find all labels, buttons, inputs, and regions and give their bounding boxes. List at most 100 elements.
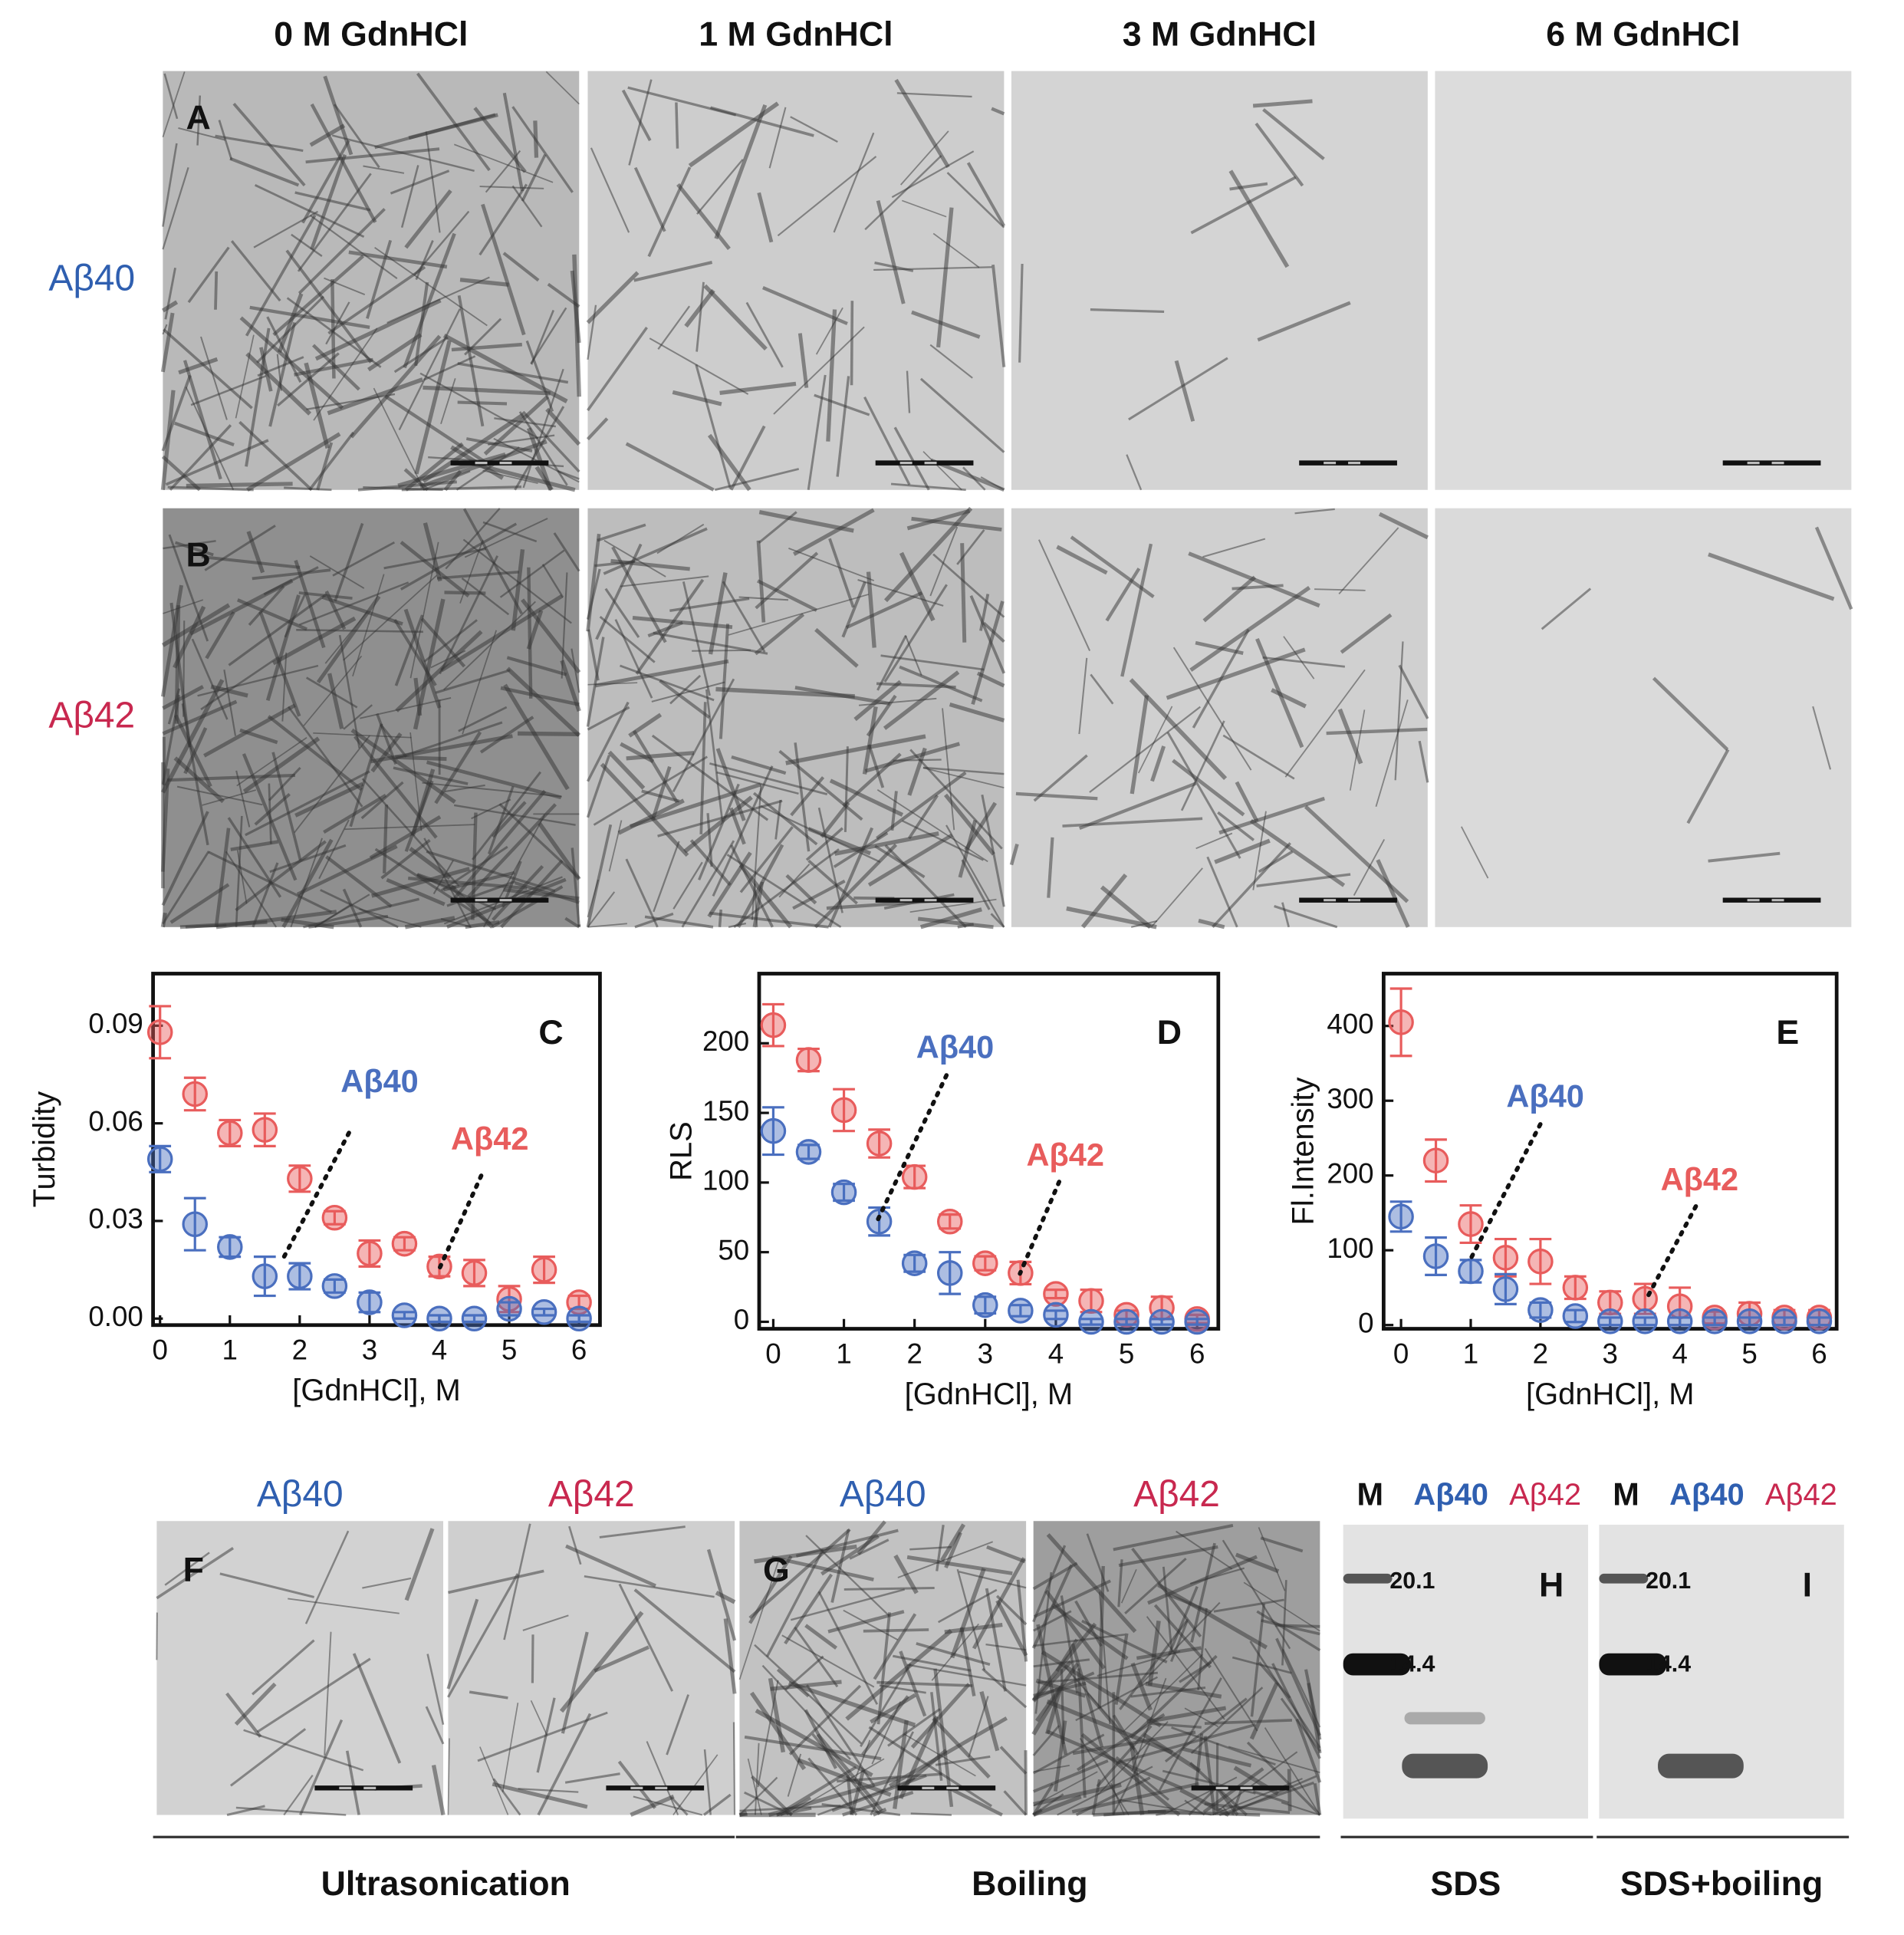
fibril [445, 508, 501, 570]
fibril [249, 305, 370, 329]
fibril [1080, 1733, 1181, 1817]
fibril [447, 1573, 519, 1698]
data-point [287, 1263, 313, 1289]
fibril [959, 1571, 1027, 1589]
fibril [526, 427, 553, 491]
fibril [982, 621, 1005, 643]
fibril [593, 755, 709, 826]
fibril [161, 374, 192, 452]
fibril [156, 1547, 234, 1600]
fibril [876, 199, 906, 304]
fibril [1128, 357, 1228, 421]
fibril [649, 337, 749, 395]
fibril [414, 340, 452, 475]
fibril [860, 1663, 912, 1747]
fibril [1195, 832, 1233, 850]
annotation-pointer [1467, 1122, 1543, 1264]
fibril [461, 577, 510, 616]
data-point [252, 1263, 278, 1289]
error-bar [1044, 1288, 1067, 1300]
fibril [1252, 811, 1267, 890]
fibril [167, 485, 254, 492]
fibril [435, 669, 511, 694]
fibril [807, 1757, 858, 1816]
fibril [871, 1701, 902, 1765]
fibril [1204, 1647, 1258, 1732]
fibril [1256, 1610, 1321, 1652]
fibril [229, 156, 300, 187]
fibril [651, 734, 769, 821]
fibril [426, 1654, 445, 1725]
fibril [874, 844, 926, 879]
fibril [1264, 1727, 1321, 1815]
fibril [235, 840, 327, 912]
fibril [1337, 708, 1363, 765]
fibril [630, 782, 761, 828]
data-point [321, 1273, 348, 1299]
fibril [1176, 1530, 1233, 1570]
fibril [1033, 1634, 1126, 1647]
fibril [1113, 1523, 1234, 1552]
fibril [939, 1523, 965, 1561]
fibril [1146, 1616, 1225, 1720]
fibril [323, 75, 354, 156]
fibril [327, 377, 424, 416]
fibril [1097, 1565, 1105, 1709]
fibril [515, 881, 580, 904]
fibril [568, 1525, 582, 1565]
fibril [872, 1807, 887, 1817]
fibril [493, 438, 580, 483]
error-bar [1389, 987, 1412, 1058]
y-tick-label: 200 [1327, 1157, 1373, 1189]
marker-size: 14.4 [1646, 1652, 1691, 1677]
fibril [522, 368, 564, 489]
fibril [521, 153, 547, 202]
fibril [1256, 873, 1351, 887]
fibril [1168, 1586, 1199, 1655]
annotation-pointer [1644, 1204, 1698, 1301]
fibril [841, 581, 867, 638]
fibril [565, 1544, 656, 1588]
fibril [1105, 568, 1141, 622]
fibril [362, 1577, 412, 1589]
fibril [230, 240, 281, 302]
data-point [357, 1289, 383, 1315]
fibril [164, 1552, 210, 1586]
fibril [228, 593, 327, 666]
fibril [1126, 454, 1143, 491]
fibril [423, 385, 551, 396]
fibril [659, 679, 711, 719]
fibril [1137, 706, 1173, 774]
error-bar [1529, 1237, 1552, 1285]
fibril [446, 1598, 479, 1690]
fibril [726, 854, 842, 928]
fibril [517, 731, 580, 737]
fibril [820, 801, 850, 838]
fibril [893, 1554, 919, 1594]
sample-label: Aβ40 [840, 1474, 926, 1515]
fibril [571, 648, 580, 693]
fibril [531, 1634, 534, 1683]
fibril [1078, 657, 1088, 735]
fibril [423, 355, 476, 381]
data-point [830, 1097, 857, 1124]
fibril [1093, 1809, 1166, 1817]
fibril [254, 792, 291, 826]
fibril [185, 387, 235, 491]
sample-label: Aβ42 [548, 1474, 635, 1515]
fibril [626, 751, 695, 761]
fibril [373, 387, 425, 491]
x-tick-label: 2 [1533, 1338, 1548, 1369]
fibril [961, 859, 991, 910]
error-bar [1599, 1316, 1622, 1327]
fibril [738, 864, 793, 929]
fibril [1180, 720, 1225, 811]
fibril [922, 766, 1005, 775]
fibril [161, 768, 170, 872]
fibril [440, 594, 564, 673]
fibril [425, 131, 441, 233]
fibril [502, 252, 540, 282]
fibril [1170, 1621, 1189, 1663]
fibril [561, 1631, 589, 1734]
error-bar [1425, 1138, 1447, 1183]
